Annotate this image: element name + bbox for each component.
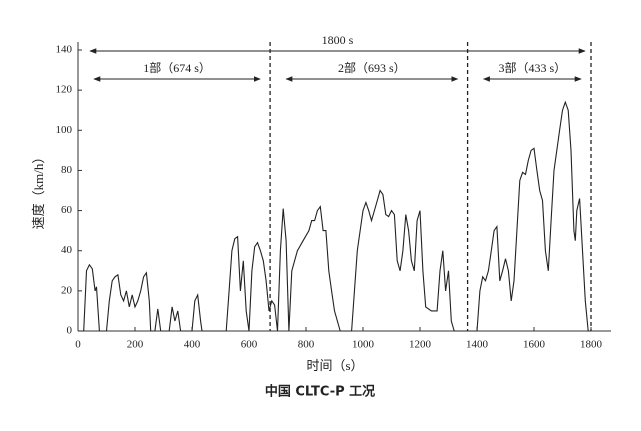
y-tick-label: 120 [56, 84, 73, 96]
chart-title: 中国 CLTC-P 工况 [265, 384, 375, 400]
x-tick-label: 1800 [580, 339, 603, 351]
x-tick-label: 800 [298, 339, 315, 351]
y-tick-label: 0 [67, 325, 73, 337]
x-axis-label: 时间（s） [306, 358, 363, 373]
speed-line [78, 100, 591, 332]
x-tick-label: 1000 [352, 339, 375, 351]
y-axis-label: 速度（km/h） [31, 151, 46, 230]
y-tick-label: 80 [61, 164, 73, 176]
x-tick-label: 1200 [409, 339, 432, 351]
x-tick-label: 600 [241, 339, 258, 351]
y-tick-label: 140 [56, 44, 73, 56]
y-tick-label: 40 [61, 244, 73, 256]
y-tick-label: 60 [61, 204, 73, 216]
annotation: 2部（693 s） [338, 60, 406, 75]
x-tick-label: 200 [127, 339, 144, 351]
y-tick-label: 100 [56, 124, 73, 136]
annotation: 1800 s [322, 33, 354, 47]
x-tick-label: 0 [75, 339, 81, 351]
x-tick-label: 1400 [466, 339, 489, 351]
x-tick-label: 1600 [523, 339, 546, 351]
x-tick-label: 400 [184, 339, 201, 351]
annotation: 3部（433 s） [498, 60, 566, 75]
annotation: 1部（674 s） [143, 60, 211, 75]
y-tick-label: 20 [61, 284, 73, 296]
